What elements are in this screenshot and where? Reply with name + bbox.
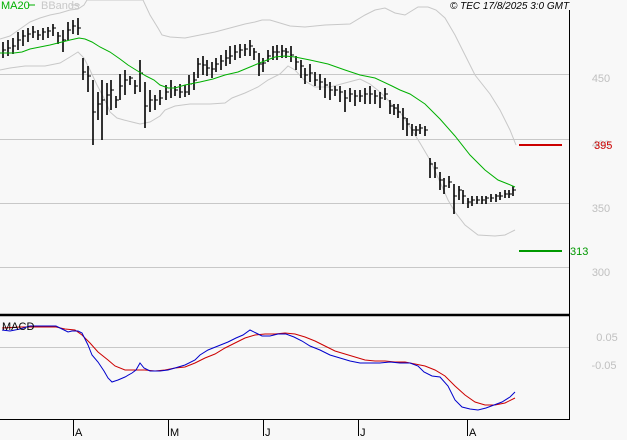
month-label-may: M <box>170 427 179 439</box>
legend-ma20: MA20 <box>1 0 30 12</box>
price-tick-300: 300 <box>592 267 610 279</box>
month-label-jul: J <box>360 427 366 439</box>
month-label-apr: A <box>75 427 83 439</box>
x-axis-ticks <box>73 420 468 436</box>
price-tick-400: 400 <box>592 139 610 151</box>
bollinger-upper-line <box>0 0 517 146</box>
bollinger-lower-line <box>0 51 516 237</box>
copyright-text: © TEC 17/8/2025 3:0 GMT <box>450 1 570 12</box>
resistance-level-label: 395 <box>594 140 612 152</box>
macd-tick-neg: -0.05 <box>591 360 616 372</box>
price-gridlines <box>0 74 569 268</box>
month-label-aug: A <box>469 427 477 439</box>
price-tick-450: 450 <box>592 73 610 85</box>
macd-line <box>1 325 516 411</box>
ohlc-bars <box>2 18 516 214</box>
legend-bbands: BBands <box>41 0 80 12</box>
macd-title: MACD <box>2 321 34 333</box>
macd-signal-line <box>1 326 516 406</box>
macd-tick-pos: 0.05 <box>596 332 617 344</box>
support-level-label: 313 <box>570 246 588 258</box>
month-label-jun: J <box>265 427 271 439</box>
chart-frame <box>0 10 570 420</box>
price-tick-350: 350 <box>592 203 610 215</box>
ma20-line <box>0 37 516 188</box>
